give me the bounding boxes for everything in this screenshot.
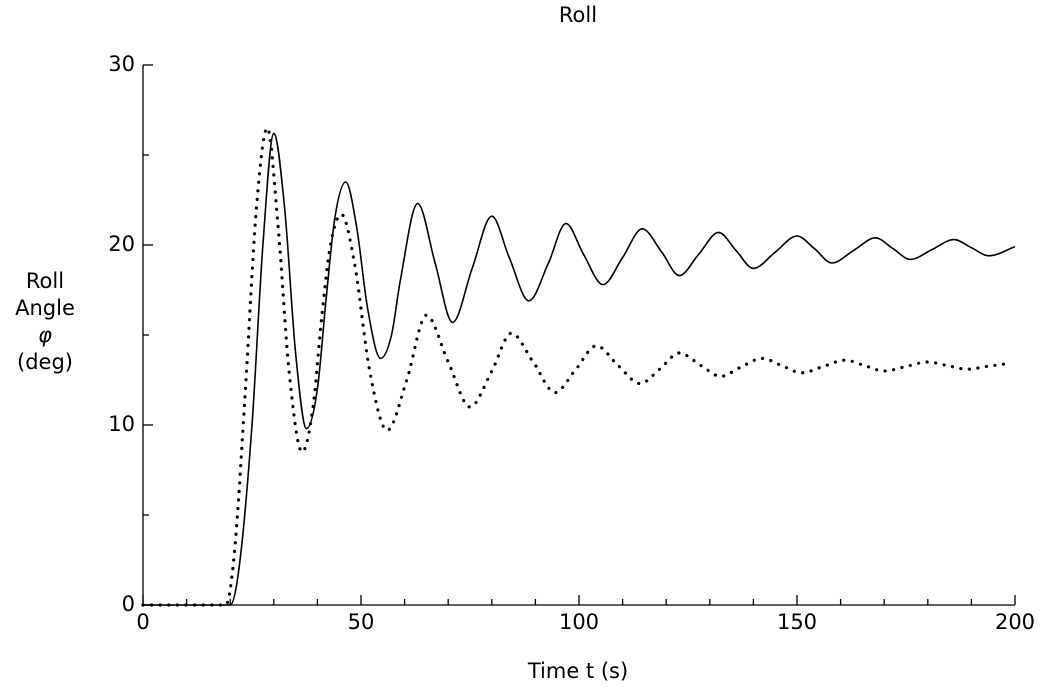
line-series (141, 126, 1008, 607)
y-tick-label: 20 (108, 232, 135, 256)
x-tick-label: 0 (136, 610, 149, 634)
x-tick-label: 200 (995, 610, 1035, 634)
line-series (143, 132, 1016, 606)
x-tick-label: 50 (348, 610, 375, 634)
y-tick-label: 0 (122, 592, 135, 616)
chart-title: Roll (559, 3, 597, 27)
x-tick-label: 150 (777, 610, 817, 634)
y-tick-label: 10 (108, 412, 135, 436)
y-tick-label: 30 (108, 52, 135, 76)
y-axis-label: (deg) (17, 350, 73, 374)
x-axis-label: Time t (s) (527, 659, 628, 683)
y-axis-label: Angle (15, 296, 75, 320)
y-axis-label: Roll (26, 269, 64, 293)
x-tick-label: 100 (559, 610, 599, 634)
y-axis-label: φ (38, 323, 52, 347)
